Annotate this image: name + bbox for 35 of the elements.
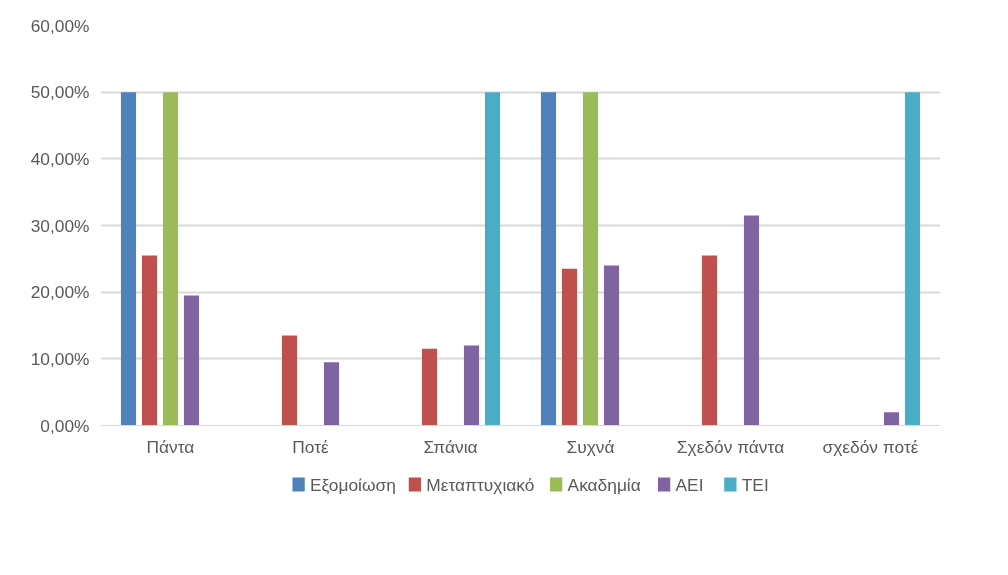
bar	[421, 348, 438, 426]
x-tick-label: σχεδόν ποτέ	[822, 436, 919, 457]
y-tick-label: 40,00%	[30, 148, 90, 169]
y-tick-label: 60,00%	[30, 15, 90, 36]
legend-label: ΤΕΙ	[741, 474, 769, 495]
bar	[540, 92, 557, 426]
x-tick-label: Σχεδόν πάντα	[676, 436, 785, 457]
x-tick-label: Συχνά	[566, 436, 615, 457]
x-tick-label: Πάντα	[146, 436, 195, 457]
bar	[141, 255, 158, 426]
x-tick-label: Σπάνια	[423, 436, 478, 457]
legend-label: Μεταπτυχιακό	[426, 474, 535, 495]
bar	[883, 412, 900, 426]
legend-label: Ακαδημία	[567, 474, 641, 495]
y-tick-label: 50,00%	[30, 82, 90, 103]
bar	[162, 92, 179, 426]
bar	[743, 215, 760, 426]
y-tick-label: 20,00%	[30, 282, 90, 303]
bar	[603, 265, 620, 426]
bar	[904, 92, 921, 426]
bar	[484, 92, 501, 426]
bar	[701, 255, 718, 426]
bar	[582, 92, 599, 426]
bar	[561, 268, 578, 426]
bar	[463, 345, 480, 426]
legend-label: Εξομοίωση	[310, 474, 396, 495]
bar	[183, 295, 200, 426]
x-tick-label: Ποτέ	[292, 436, 330, 457]
y-tick-label: 30,00%	[30, 215, 90, 236]
y-tick-label: 10,00%	[30, 348, 90, 369]
legend-label: ΑΕΙ	[675, 474, 704, 495]
bar	[323, 362, 340, 426]
bar	[120, 92, 137, 426]
bar	[281, 335, 298, 426]
y-tick-label: 0,00%	[40, 415, 90, 436]
